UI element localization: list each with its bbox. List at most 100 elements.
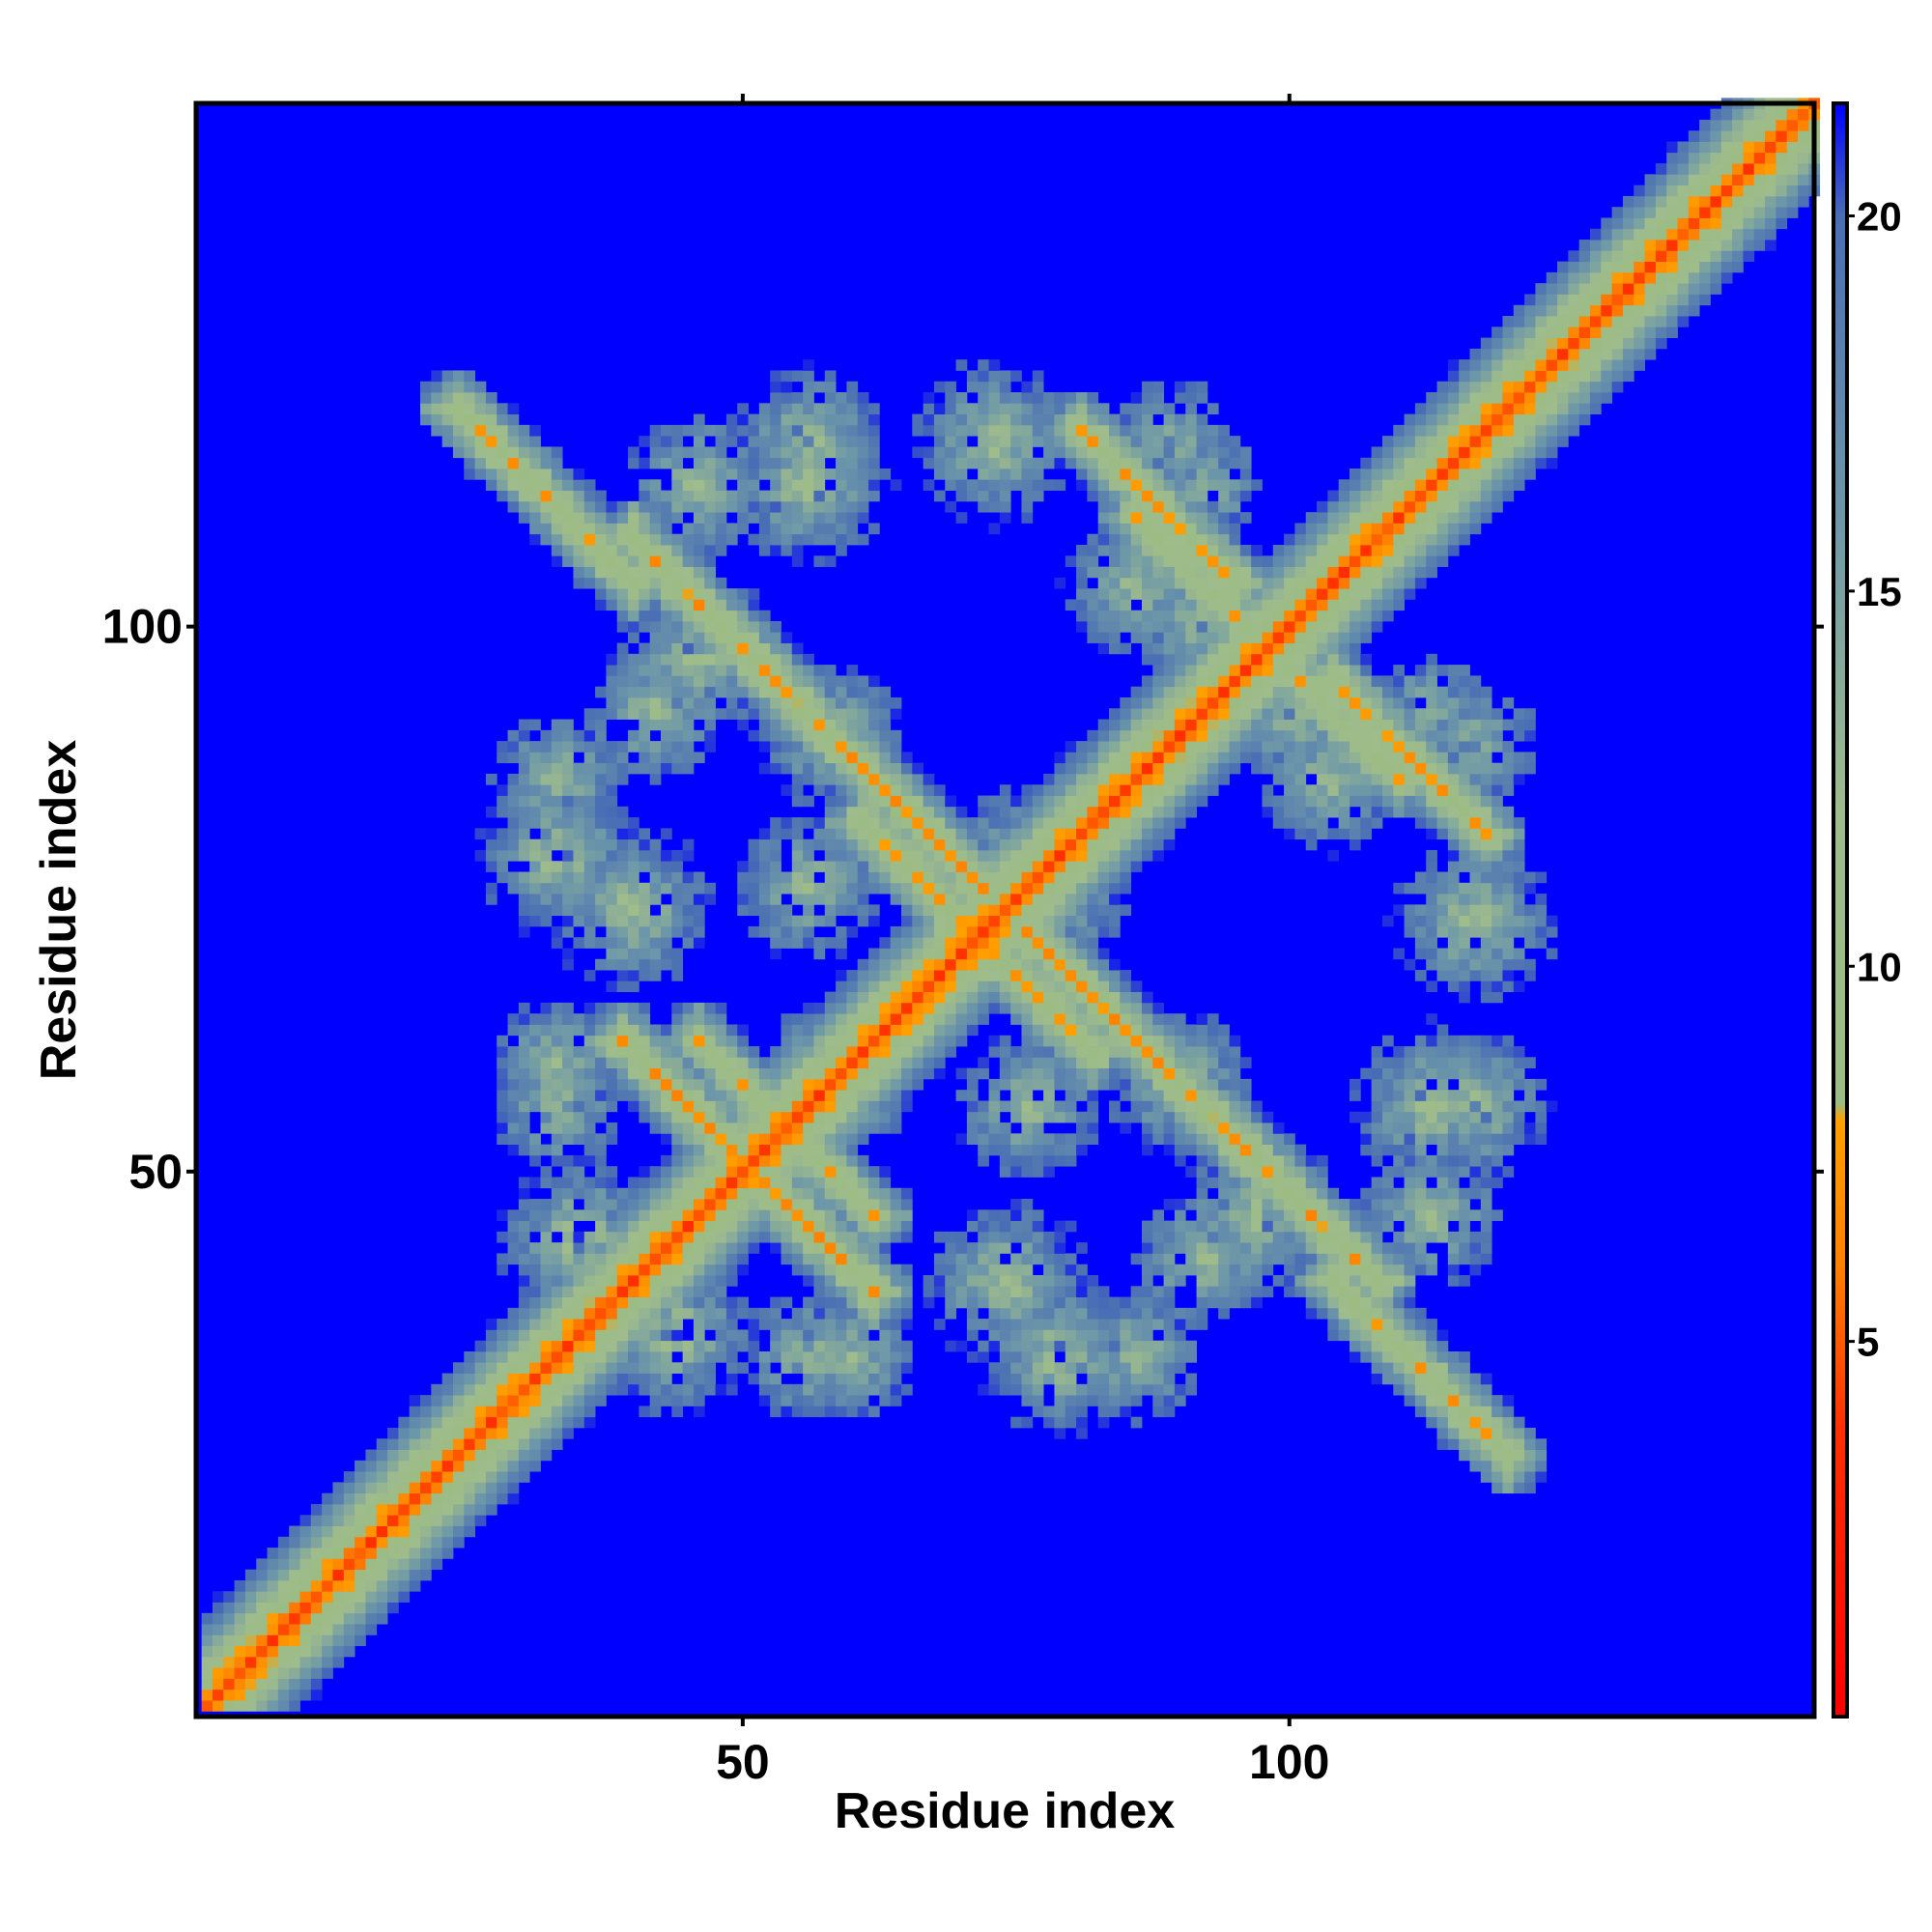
heatmap-cell	[497, 1383, 508, 1396]
heatmap-cell	[846, 436, 859, 447]
heatmap-cell	[1196, 719, 1208, 731]
heatmap-cell	[1120, 1013, 1132, 1025]
heatmap-cell	[770, 1154, 781, 1167]
heatmap-cell	[1097, 413, 1110, 426]
heatmap-cell	[573, 1307, 585, 1320]
heatmap-cell	[857, 1133, 869, 1145]
heatmap-cell	[464, 1525, 475, 1538]
heatmap-cell	[649, 1209, 662, 1221]
heatmap-cell	[671, 719, 684, 731]
heatmap-cell	[846, 1373, 859, 1385]
heatmap-cell	[978, 1013, 989, 1025]
heatmap-cell	[1109, 1035, 1121, 1047]
heatmap-cell	[212, 1624, 224, 1635]
heatmap-cell	[628, 1350, 639, 1363]
heatmap-cell	[507, 436, 520, 447]
heatmap-cell	[661, 729, 672, 742]
heatmap-cell	[497, 741, 508, 753]
heatmap-cell	[824, 1340, 837, 1352]
heatmap-cell	[836, 1154, 847, 1167]
heatmap-cell	[1163, 512, 1176, 524]
heatmap-cell	[583, 479, 596, 491]
heatmap-cell	[770, 1187, 781, 1200]
heatmap-cell	[1251, 1242, 1263, 1254]
heatmap-cell	[1065, 1264, 1077, 1276]
heatmap-cell	[628, 1307, 639, 1320]
heatmap-cell	[770, 642, 781, 655]
heatmap-cell	[1251, 632, 1263, 643]
heatmap-cell	[540, 1078, 553, 1091]
heatmap-cell	[1218, 686, 1230, 698]
heatmap-cell	[704, 1100, 716, 1113]
heatmap-cell	[1196, 457, 1208, 469]
heatmap-cell	[1076, 577, 1088, 589]
heatmap-cell	[1054, 1231, 1066, 1243]
heatmap-cell	[497, 413, 508, 426]
heatmap-cell	[365, 1624, 378, 1635]
heatmap-cell	[1043, 1067, 1055, 1080]
heatmap-cell	[573, 871, 585, 884]
heatmap-cell	[1196, 1286, 1208, 1297]
heatmap-cell	[1065, 806, 1077, 818]
heatmap-cell	[573, 904, 585, 917]
heatmap-cell	[1141, 1046, 1153, 1058]
heatmap-cell	[966, 1286, 979, 1297]
heatmap-cell	[616, 861, 629, 872]
heatmap-cell	[1185, 1144, 1197, 1156]
heatmap-cell	[1010, 849, 1022, 862]
heatmap-cell	[846, 838, 859, 851]
heatmap-cell	[1207, 642, 1219, 655]
heatmap-cell	[1043, 904, 1055, 917]
heatmap-cell	[518, 817, 530, 829]
heatmap-cell	[485, 436, 497, 447]
heatmap-cell	[497, 1057, 508, 1069]
heatmap-cell	[1109, 436, 1121, 447]
heatmap-cell	[1065, 1395, 1077, 1406]
heatmap-cell	[1185, 1133, 1197, 1145]
heatmap-cell	[595, 1275, 607, 1287]
heatmap-cell	[507, 413, 520, 426]
heatmap-cell	[507, 1231, 520, 1243]
heatmap-cell	[1087, 1035, 1099, 1047]
heatmap-cell	[704, 1231, 716, 1243]
heatmap-cell	[1174, 1122, 1186, 1134]
heatmap-cell	[1043, 991, 1055, 1004]
heatmap-cell	[649, 937, 662, 949]
heatmap-cell	[1120, 1329, 1132, 1342]
heatmap-cell	[1141, 544, 1153, 556]
heatmap-cell	[355, 1536, 366, 1548]
heatmap-cell	[923, 861, 935, 872]
heatmap-cell	[1196, 1090, 1208, 1101]
heatmap-cell	[879, 1187, 892, 1200]
heatmap-cell	[244, 1667, 257, 1679]
heatmap-cell	[452, 1383, 465, 1396]
heatmap-cell	[1207, 708, 1219, 720]
heatmap-cell	[420, 403, 432, 414]
heatmap-cell	[879, 806, 892, 818]
heatmap-cell	[649, 1296, 662, 1309]
heatmap-cell	[1087, 1340, 1099, 1352]
heatmap-cell	[770, 1383, 781, 1396]
heatmap-cell	[562, 1067, 574, 1080]
heatmap-cell	[1076, 1144, 1088, 1156]
heatmap-cell	[737, 1199, 749, 1210]
heatmap-cell	[573, 1067, 585, 1080]
heatmap-cell	[332, 1525, 345, 1538]
heatmap-cell	[606, 948, 618, 960]
heatmap-cell	[748, 610, 760, 622]
heatmap-cell	[661, 500, 672, 513]
heatmap-cell	[1010, 937, 1022, 949]
heatmap-cell	[529, 1024, 541, 1037]
heatmap-cell	[1021, 1013, 1034, 1025]
heatmap-cell	[1141, 523, 1153, 535]
heatmap-cell	[999, 871, 1011, 884]
heatmap-cell	[693, 925, 705, 938]
heatmap-cell	[836, 708, 847, 720]
heatmap-cell	[682, 1002, 695, 1014]
heatmap-cell	[900, 1209, 913, 1221]
heatmap-cell	[725, 1231, 738, 1243]
heatmap-cell	[540, 1319, 553, 1330]
heatmap-cell	[1120, 490, 1132, 502]
heatmap-cell	[497, 1460, 508, 1472]
heatmap-cell	[868, 784, 880, 796]
